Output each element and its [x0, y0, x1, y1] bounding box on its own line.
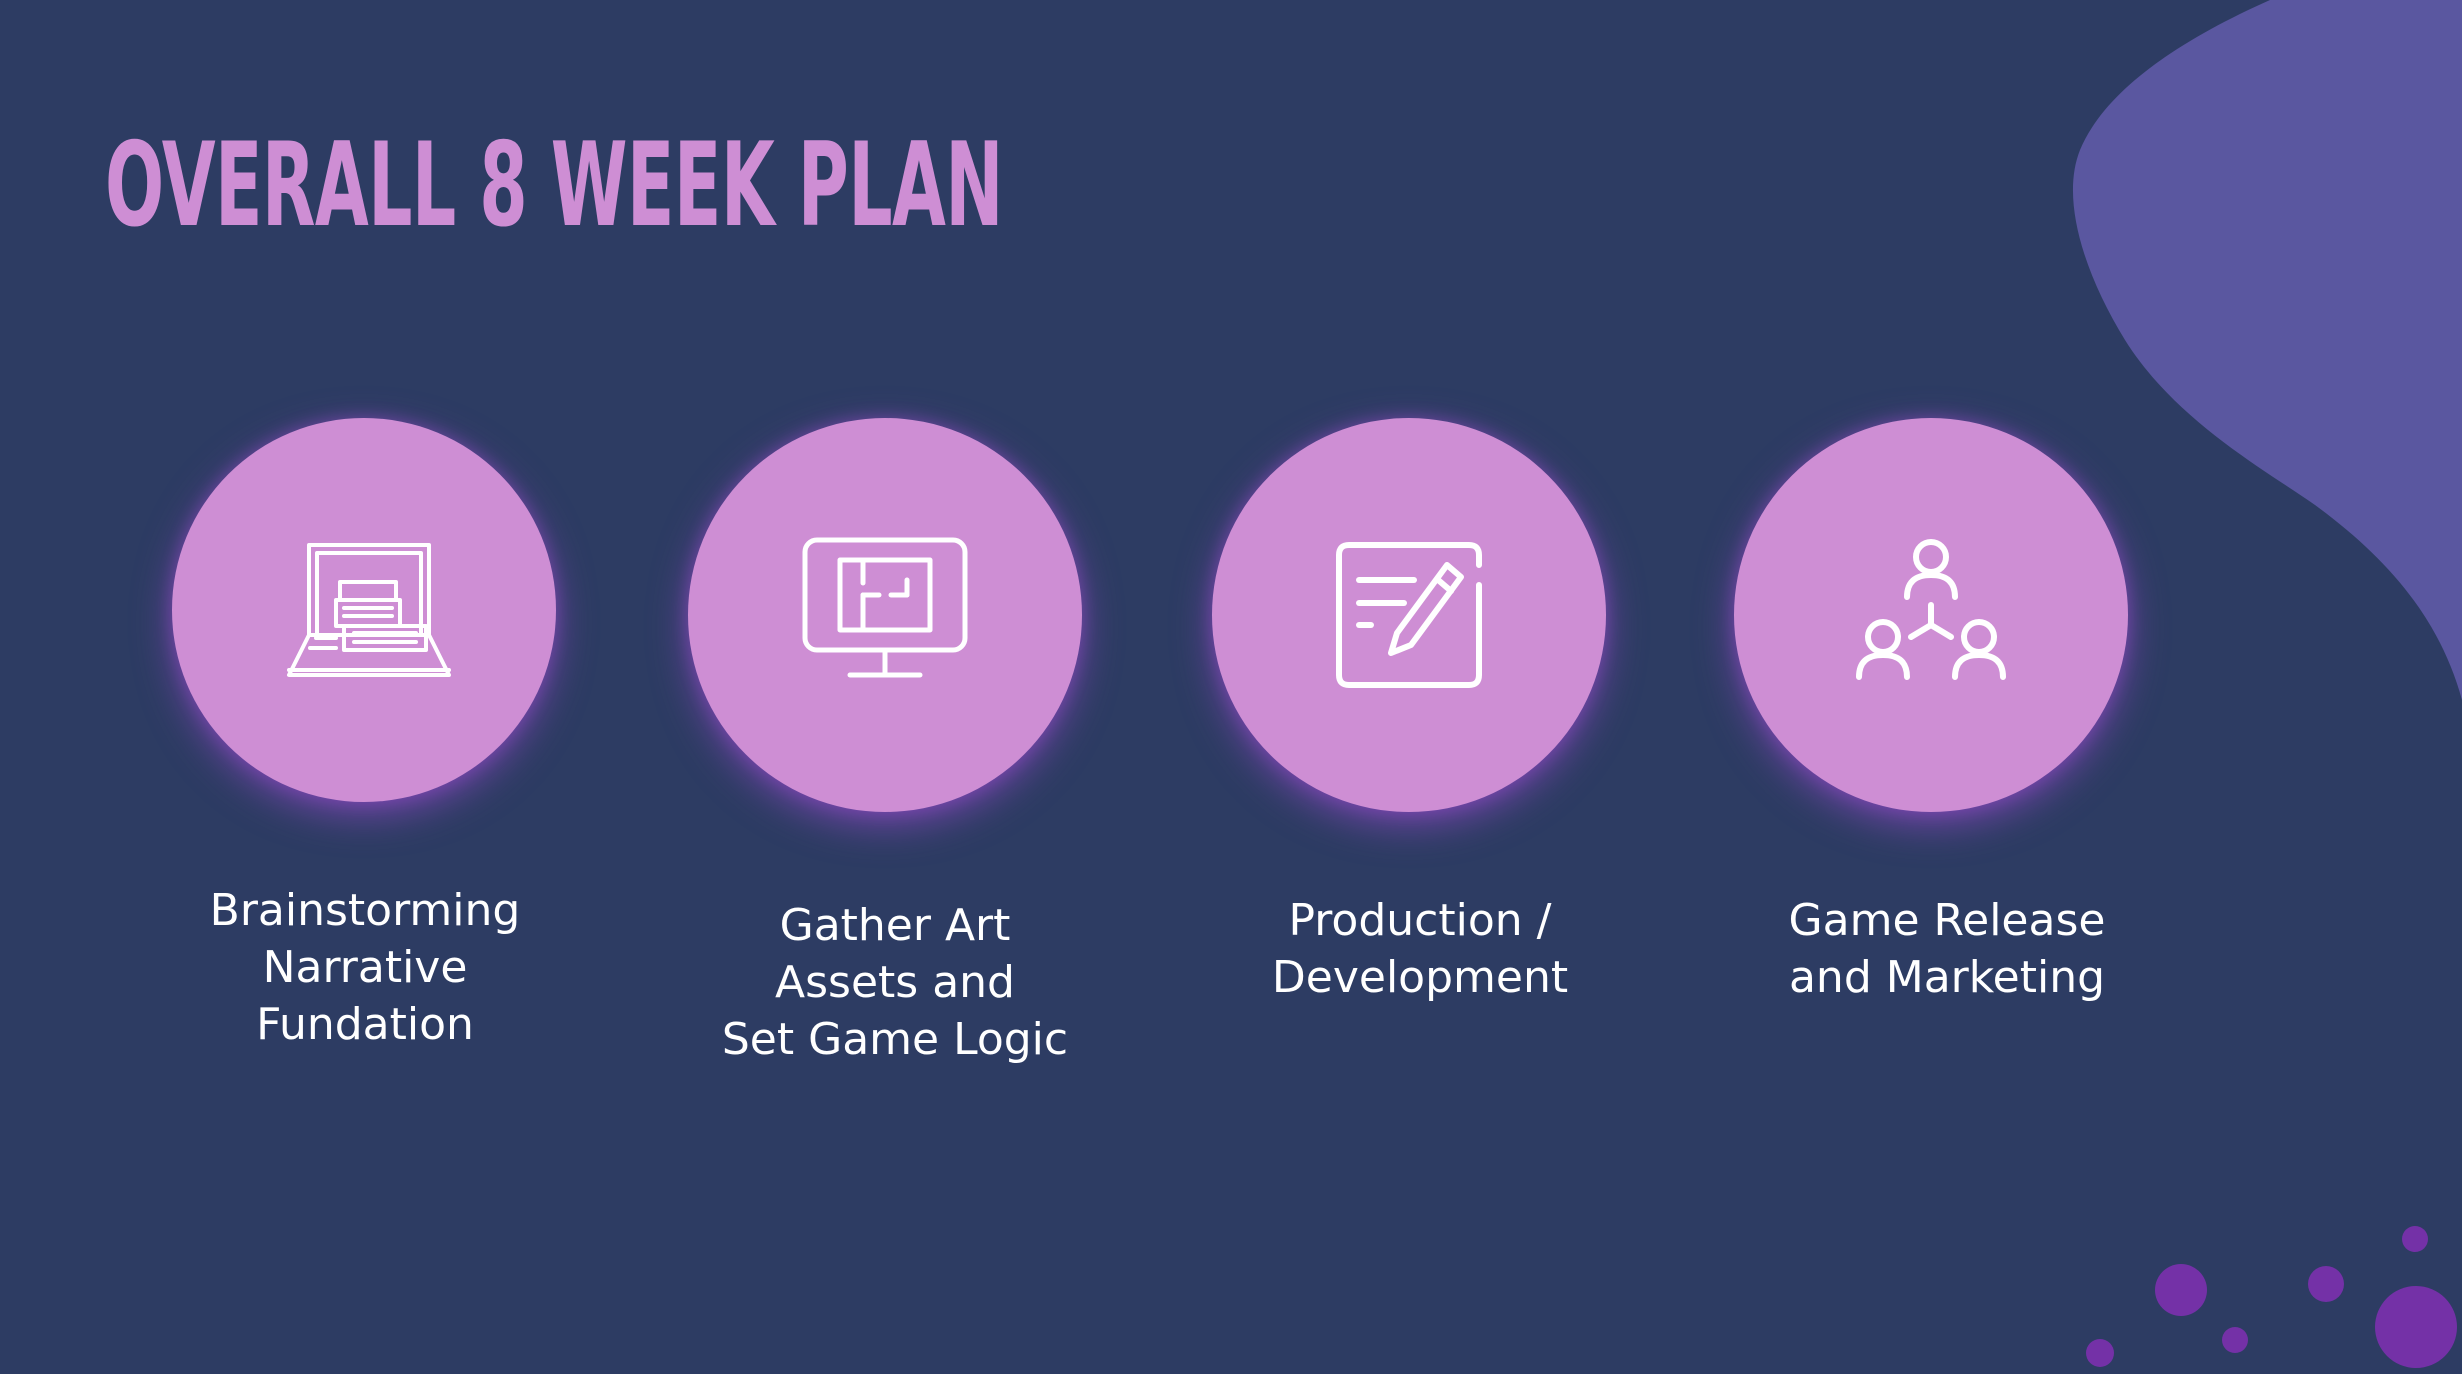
step-label-brainstorming: Brainstorming Narrative Fundation	[209, 885, 521, 1050]
step-circle-production	[1212, 418, 1606, 812]
monitor-floorplan-icon	[802, 537, 968, 678]
laptop-typewriter-icon	[287, 543, 451, 677]
document-edit-icon	[1336, 542, 1482, 688]
step-circle-release	[1734, 418, 2128, 812]
step-label-production: Production / Development	[1271, 895, 1569, 1003]
step-label-gather-art: Gather Art Assets and Set Game Logic	[721, 900, 1069, 1065]
decorative-dot	[2375, 1286, 2457, 1368]
decorative-dot	[2155, 1264, 2207, 1316]
people-network-icon	[1856, 539, 2006, 680]
step-circle-brainstorming	[172, 418, 556, 802]
step-label-release: Game Release and Marketing	[1788, 895, 2106, 1003]
decorative-dot	[2086, 1339, 2114, 1367]
decorative-dot	[2222, 1327, 2248, 1353]
decorative-dot	[2402, 1226, 2428, 1252]
slide-title: Overall 8 Week Plan	[105, 118, 1003, 253]
step-circle-gather-art	[688, 418, 1082, 812]
decorative-dot	[2308, 1266, 2344, 1302]
